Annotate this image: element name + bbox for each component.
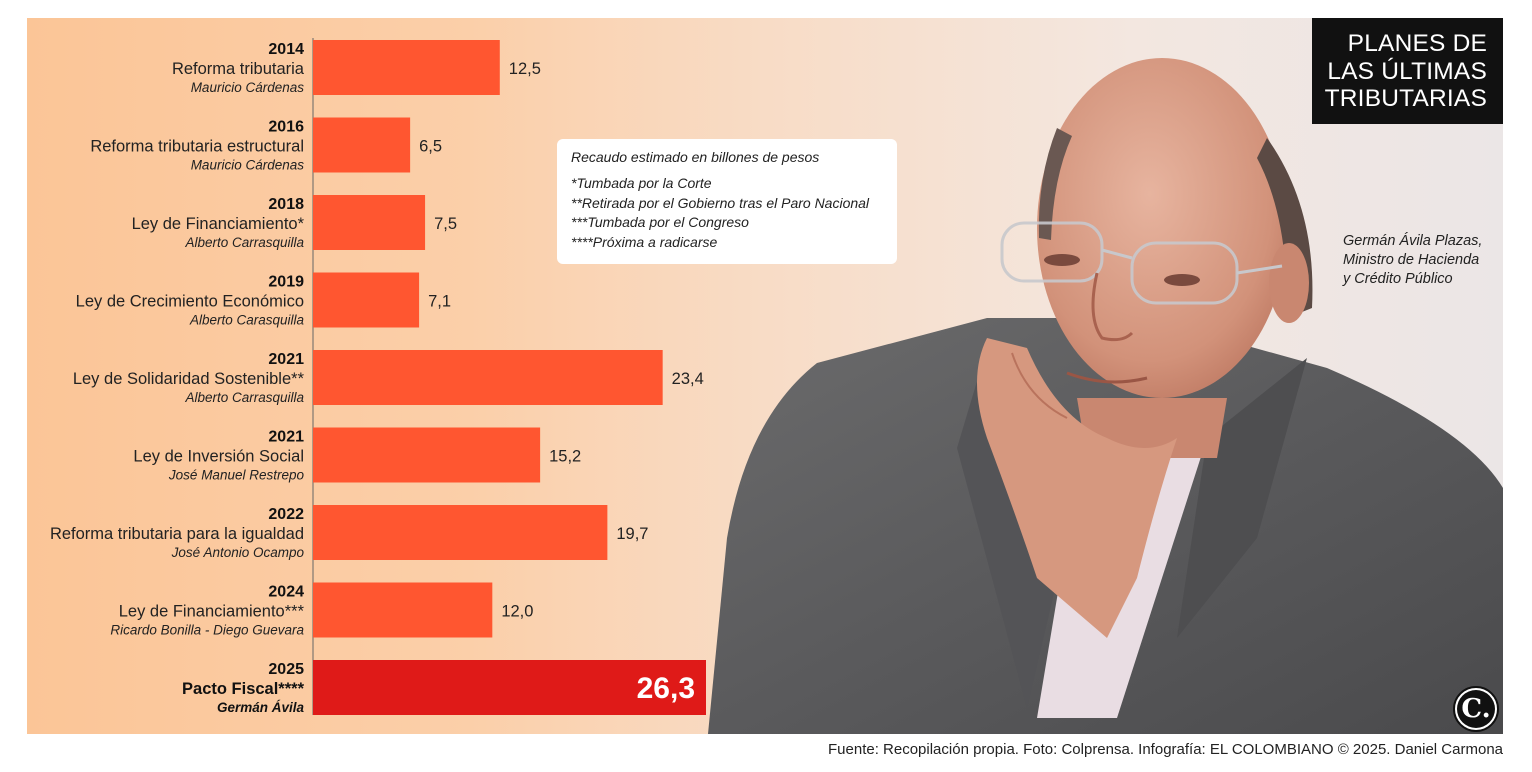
category-name: Ley de Inversión Social: [133, 448, 304, 466]
bar: [313, 117, 411, 173]
bar: [313, 195, 426, 250]
category-year: 2024: [268, 584, 304, 601]
value-label: 12,0: [501, 603, 533, 621]
category-year: 2021: [268, 351, 304, 368]
category-year: 2021: [268, 429, 304, 446]
title-line: LAS ÚLTIMAS: [1327, 57, 1487, 85]
el-colombiano-logo: C.: [1453, 686, 1499, 732]
category-name: Reforma tributaria estructural: [90, 138, 304, 156]
category-name: Ley de Financiamiento***: [119, 603, 305, 621]
category-year: 2014: [268, 41, 304, 58]
category-name: Ley de Crecimiento Económico: [76, 293, 304, 311]
value-label: 23,4: [672, 370, 704, 388]
category-person: Germán Ávila: [217, 700, 305, 715]
title-line: PLANES DE: [1347, 30, 1487, 57]
category-person: Mauricio Cárdenas: [191, 80, 305, 95]
caption-line: Germán Ávila Plazas,: [1343, 233, 1483, 249]
value-label: 19,7: [616, 525, 648, 543]
category-name: Reforma tributaria: [172, 60, 305, 78]
value-label: 7,1: [428, 293, 451, 311]
note-line: **Retirada por el Gobierno tras el Paro …: [571, 194, 870, 211]
title-line: TRIBUTARIAS: [1324, 85, 1487, 112]
photo-caption: Germán Ávila Plazas, Ministro de Haciend…: [1343, 232, 1503, 289]
category-year: 2019: [268, 274, 304, 291]
bar: [313, 427, 541, 483]
bar: [313, 40, 500, 95]
bar: [313, 272, 420, 328]
category-person: Mauricio Cárdenas: [191, 158, 305, 173]
value-label: 7,5: [434, 215, 457, 233]
bar: [313, 582, 493, 638]
category-person: Alberto Carrasquilla: [184, 390, 304, 405]
portrait-photo: [708, 58, 1503, 734]
category-year: 2016: [268, 119, 304, 136]
category-name: Reforma tributaria para la igualdad: [50, 525, 304, 543]
source-credit: Fuente: Recopilación propia. Foto: Colpr…: [828, 741, 1503, 758]
category-person: Ricardo Bonilla - Diego Guevara: [110, 623, 304, 638]
category-person: Alberto Carasquilla: [189, 313, 305, 328]
value-label: 12,5: [509, 60, 541, 78]
category-year: 2018: [268, 196, 304, 213]
value-label: 26,3: [637, 672, 695, 705]
notes-box: Recaudo estimado en billones de pesos *T…: [557, 139, 897, 264]
caption-line: Ministro de Hacienda: [1343, 252, 1480, 268]
category-year: 2025: [268, 661, 304, 678]
infographic-panel: 12,5 2014 Reforma tributaria Mauricio Cárde…: [27, 18, 1503, 734]
title-box: PLANES DE LAS ÚLTIMAS TRIBUTARIAS: [1312, 18, 1503, 124]
bar: [313, 505, 608, 560]
notes-title: Recaudo estimado en billones de pesos: [571, 149, 820, 165]
category-person: José Manuel Restrepo: [168, 468, 305, 483]
category-person: José Antonio Ocampo: [171, 545, 305, 560]
note-line: *Tumbada por la Corte: [571, 175, 712, 191]
value-label: 15,2: [549, 448, 581, 466]
caption-line: y Crédito Público: [1343, 271, 1453, 287]
value-label: 6,5: [419, 138, 442, 156]
note-line: ***Tumbada por el Congreso: [571, 214, 749, 230]
logo-letter: C.: [1457, 690, 1495, 728]
bar-chart: 12,5 2014 Reforma tributaria Mauricio Cárde…: [50, 38, 706, 715]
category-name: Ley de Financiamiento*: [132, 215, 305, 233]
note-line: ****Próxima a radicarse: [571, 233, 718, 250]
category-name: Ley de Solidaridad Sostenible**: [73, 370, 305, 388]
bar-highlight: [313, 660, 706, 715]
bar: [313, 350, 663, 405]
category-name: Pacto Fiscal****: [182, 680, 305, 698]
category-person: Alberto Carrasquilla: [184, 235, 304, 250]
category-year: 2022: [268, 506, 304, 523]
